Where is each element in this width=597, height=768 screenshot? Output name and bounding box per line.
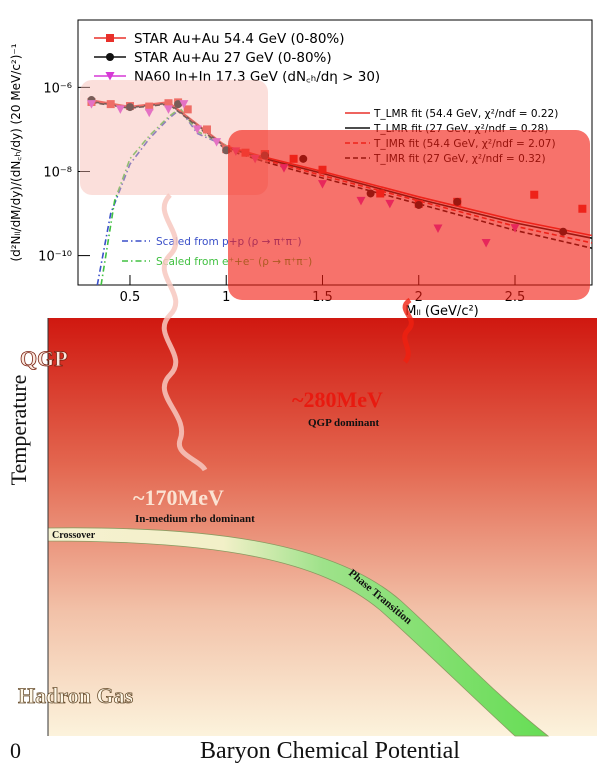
y-tick-label: 10⁻⁸ [43, 165, 72, 180]
origin-label: 0 [10, 738, 21, 763]
low-temperature: ~170MeV [133, 485, 224, 510]
intermediate-mass-highlight [228, 130, 590, 300]
y-tick-label: 10⁻⁶ [43, 81, 72, 96]
hadron-gas-label: Hadron Gas [18, 683, 134, 708]
qgp-label: QGP [20, 346, 68, 371]
crossover-label: Crossover [52, 530, 96, 541]
phase-background [48, 318, 597, 736]
legend-label: STAR Au+Au 54.4 GeV (0-80%) [134, 31, 345, 47]
x-axis-title: Baryon Chemical Potential [200, 738, 460, 764]
x-tick-label: 1 [222, 290, 230, 305]
figure: QGP Temperature ~280MeV QGP dominant ~17… [0, 0, 597, 768]
x-axis-title: Mₗₗ (GeV/c²) [405, 304, 479, 319]
legend-marker [106, 53, 114, 61]
legend-label: T_LMR fit (54.4 GeV, χ²/ndf = 0.22) [373, 108, 558, 120]
y-axis-title: (d²Nₗₗ/dM/dy)/(dN꜀ₕ/dy) (20 MeV/c²)⁻¹ [9, 43, 23, 261]
high-temperature: ~280MeV [292, 387, 383, 412]
y-tick-label: 10⁻¹⁰ [38, 250, 72, 265]
legend-label: STAR Au+Au 27 GeV (0-80%) [134, 50, 332, 66]
y-axis-title: Temperature [6, 375, 31, 486]
x-tick-label: 0.5 [120, 290, 141, 305]
qgp-dominant: QGP dominant [308, 417, 380, 429]
legend-marker [106, 34, 114, 42]
rho-dominant: In-medium rho dominant [135, 513, 255, 525]
